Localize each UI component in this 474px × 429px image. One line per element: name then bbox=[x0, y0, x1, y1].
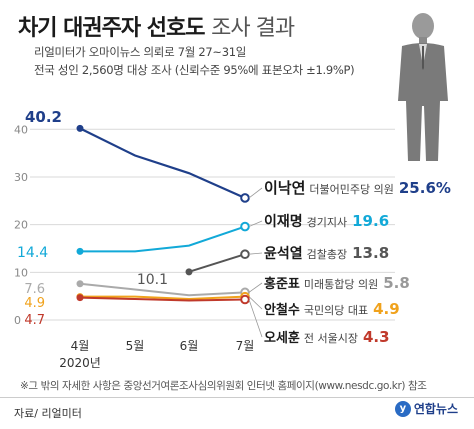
footnote: ※그 밖의 자세한 사항은 중앙선거여론조사심의위원회 인터넷 홈페이지(www… bbox=[20, 380, 427, 392]
end-value-label-1: 19.6 bbox=[352, 212, 389, 230]
start-value-label-0: 40.2 bbox=[25, 108, 62, 126]
title-light: 조사 결과 bbox=[211, 16, 295, 41]
end-point-0 bbox=[240, 193, 250, 203]
end-label-5: 오세훈 전 서울시장 4.3 bbox=[264, 328, 390, 346]
start-value-label-4: 4.9 bbox=[24, 296, 45, 311]
end-label-0: 이낙연 더불어민주당 의원 25.6% bbox=[264, 179, 451, 197]
start-value-label-1: 14.4 bbox=[17, 245, 48, 261]
series-desc-4: 국민의당 대표 bbox=[304, 304, 368, 317]
series-name-1: 이재명 bbox=[264, 213, 303, 230]
leader-line-4 bbox=[248, 296, 263, 310]
end-label-3: 홍준표 미래통합당 의원 5.8 bbox=[264, 274, 410, 292]
start-point-5 bbox=[76, 294, 84, 302]
y-tick-label-40: 40 bbox=[14, 123, 28, 136]
series-name-0: 이낙연 bbox=[264, 179, 305, 197]
start-value-label-3: 7.6 bbox=[24, 282, 45, 297]
series-name-3: 홍준표 bbox=[264, 276, 300, 292]
start-point-2 bbox=[185, 268, 193, 276]
y-tick-label-10: 10 bbox=[14, 266, 28, 279]
end-label-4: 안철수 국민의당 대표 4.9 bbox=[264, 300, 400, 318]
x-tick-label-1: 5월 bbox=[126, 339, 145, 353]
end-value-label-3: 5.8 bbox=[383, 274, 410, 292]
series-desc-5: 전 서울시장 bbox=[304, 332, 358, 345]
end-value-label-5: 4.3 bbox=[363, 328, 390, 346]
logo-mark-icon: y bbox=[394, 400, 411, 417]
title-bold: 차기 대권주자 선호도 bbox=[18, 16, 205, 41]
x-year-label: 2020년 bbox=[59, 356, 101, 370]
start-point-0 bbox=[76, 124, 84, 132]
end-point-1 bbox=[240, 221, 250, 232]
subtitle-line1: 리얼미터가 오마이뉴스 의뢰로 7월 27~31일 bbox=[34, 45, 247, 59]
series-line-3 bbox=[79, 282, 246, 297]
start-value-label-5: 4.7 bbox=[24, 313, 45, 328]
series-line-2 bbox=[188, 253, 246, 273]
start-value-label-2: 10.1 bbox=[137, 272, 168, 288]
politician-illustration bbox=[398, 13, 448, 161]
leader-line-1 bbox=[248, 220, 263, 227]
end-value-label-2: 13.8 bbox=[352, 244, 389, 262]
series-desc-3: 미래통합당 의원 bbox=[304, 278, 378, 291]
start-point-1 bbox=[76, 247, 84, 255]
series-name-4: 안철수 bbox=[264, 302, 300, 318]
logo-text: 연합뉴스 bbox=[413, 402, 458, 416]
x-tick-label-0: 4월 bbox=[71, 339, 90, 353]
series-desc-2: 검찰총장 bbox=[307, 248, 347, 261]
series-line-1 bbox=[80, 225, 246, 253]
end-label-1: 이재명 경기지사 19.6 bbox=[264, 212, 389, 230]
leader-line-0 bbox=[248, 187, 263, 199]
y-tick-label-20: 20 bbox=[14, 219, 28, 232]
publisher-logo: y 연합뉴스 bbox=[394, 400, 458, 417]
chart-title: 차기 대권주자 선호도 조사 결과 bbox=[18, 10, 295, 42]
y-tick-label-0: 0 bbox=[14, 314, 21, 327]
leader-line-5 bbox=[248, 299, 263, 338]
end-value-label-4: 4.9 bbox=[373, 300, 400, 318]
series-desc-1: 경기지사 bbox=[307, 216, 347, 229]
end-label-2: 윤석열 검찰총장 13.8 bbox=[264, 244, 389, 262]
x-tick-label-3: 7월 bbox=[236, 339, 255, 353]
series-desc-0: 더불어민주당 의원 bbox=[309, 183, 393, 196]
series-name-5: 오세훈 bbox=[264, 330, 300, 346]
leader-line-2 bbox=[248, 252, 263, 255]
end-point-2 bbox=[240, 249, 250, 260]
start-point-3 bbox=[76, 280, 84, 288]
footer-divider bbox=[0, 397, 474, 398]
subtitle-line2: 전국 성인 2,560명 대상 조사 (신뢰수준 95%에 표본오차 ±1.9%… bbox=[34, 63, 355, 77]
end-value-label-0: 25.6% bbox=[399, 179, 451, 197]
series-line-5 bbox=[79, 296, 246, 302]
source-label: 자료/ 리얼미터 bbox=[14, 407, 82, 420]
y-tick-label-30: 30 bbox=[14, 171, 28, 184]
end-point-5 bbox=[240, 294, 250, 305]
series-line-4 bbox=[80, 295, 246, 301]
series-name-2: 윤석열 bbox=[264, 245, 303, 262]
leader-line-3 bbox=[248, 282, 263, 293]
x-tick-label-2: 6월 bbox=[180, 339, 199, 353]
series-line-0 bbox=[79, 127, 246, 199]
